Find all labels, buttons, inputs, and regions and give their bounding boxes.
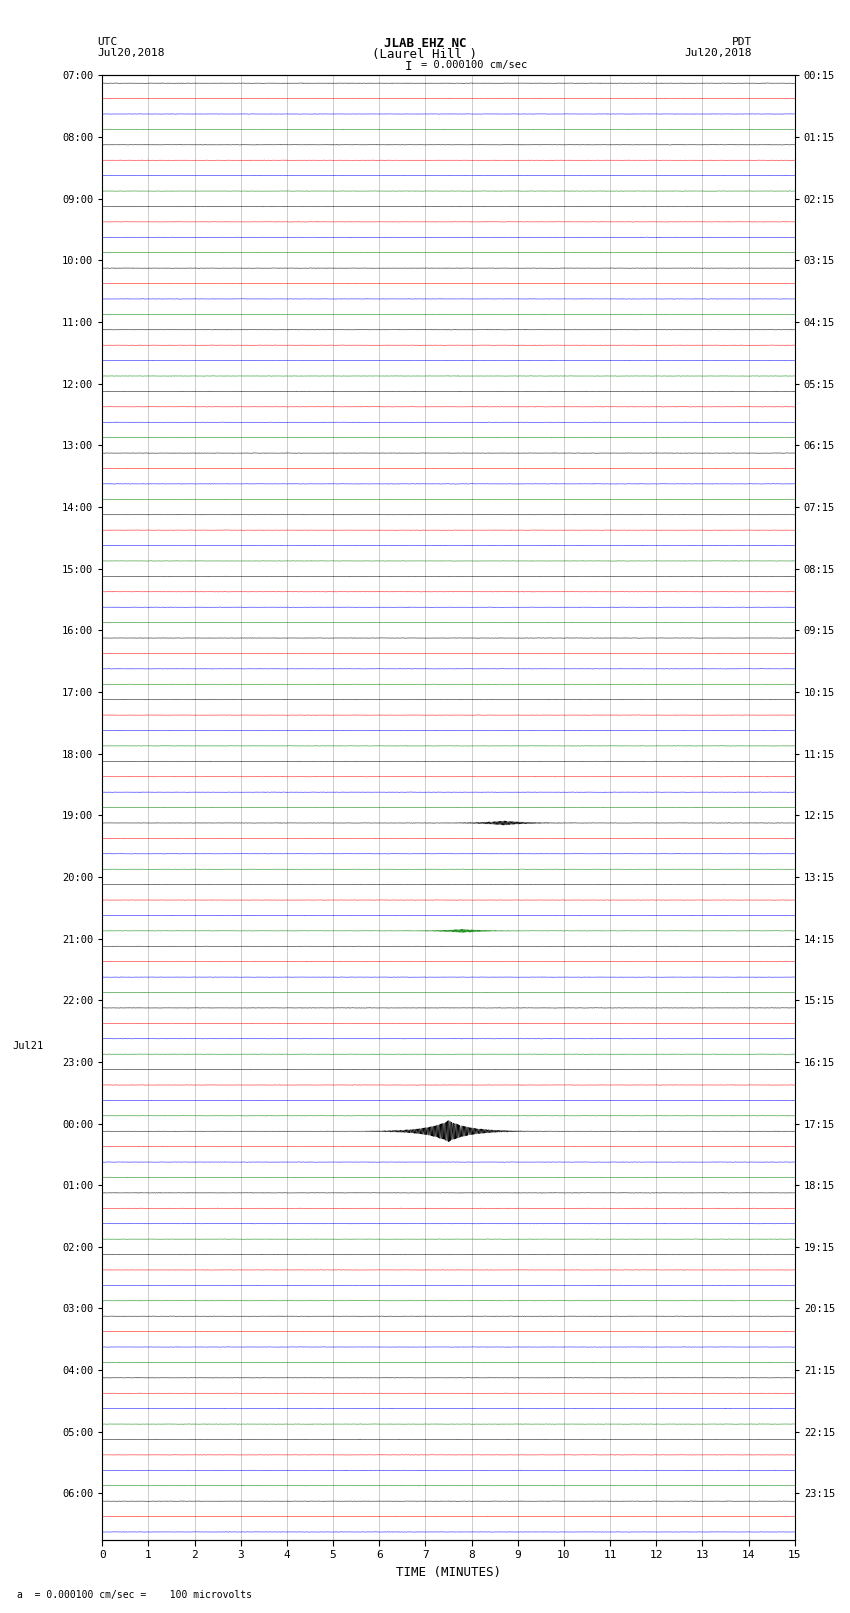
Text: JLAB EHZ NC: JLAB EHZ NC [383, 37, 467, 50]
Text: PDT: PDT [732, 37, 752, 47]
Text: a  = 0.000100 cm/sec =    100 microvolts: a = 0.000100 cm/sec = 100 microvolts [17, 1590, 252, 1600]
Text: Jul20,2018: Jul20,2018 [98, 48, 165, 58]
Text: = 0.000100 cm/sec: = 0.000100 cm/sec [421, 60, 527, 69]
Text: (Laurel Hill ): (Laurel Hill ) [372, 48, 478, 61]
Text: I: I [405, 60, 411, 73]
X-axis label: TIME (MINUTES): TIME (MINUTES) [396, 1566, 501, 1579]
Text: UTC: UTC [98, 37, 118, 47]
Text: Jul20,2018: Jul20,2018 [685, 48, 752, 58]
Text: Jul21: Jul21 [12, 1040, 43, 1052]
